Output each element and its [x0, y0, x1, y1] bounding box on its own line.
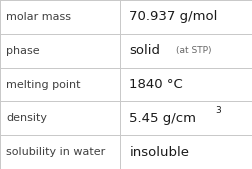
Text: molar mass: molar mass — [6, 12, 71, 22]
Text: 3: 3 — [216, 106, 222, 115]
Text: 1840 °C: 1840 °C — [129, 78, 183, 91]
Text: phase: phase — [6, 46, 40, 56]
Text: (at STP): (at STP) — [176, 46, 211, 55]
Text: density: density — [6, 113, 47, 123]
Text: solubility in water: solubility in water — [6, 147, 106, 157]
Text: 70.937 g/mol: 70.937 g/mol — [129, 10, 218, 23]
Text: insoluble: insoluble — [129, 146, 189, 159]
Text: melting point: melting point — [6, 79, 81, 90]
Text: solid: solid — [129, 44, 160, 57]
Text: 5.45 g/cm: 5.45 g/cm — [129, 112, 196, 125]
